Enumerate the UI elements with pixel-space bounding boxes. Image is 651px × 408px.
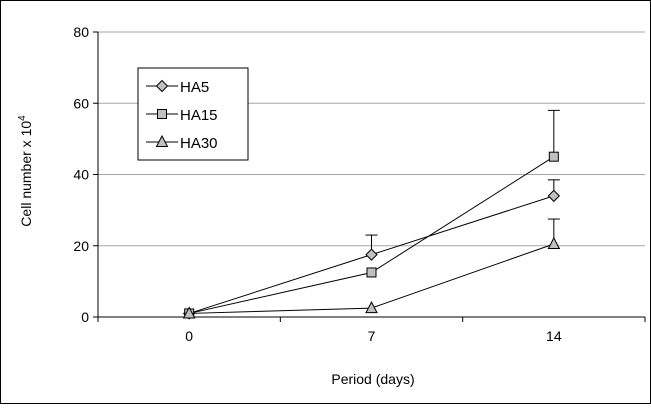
x-tick-label: 14 [546,328,562,344]
legend-entry-ha5: HA5 [146,79,209,96]
y-tick-label: 80 [73,24,89,40]
y-tick-label: 0 [81,309,89,325]
series-layer [182,109,561,320]
legend-label-ha30: HA30 [180,135,218,152]
axes: 0 20 40 60 80 0 7 14 [73,24,646,344]
y-tick-label: 40 [73,167,89,183]
x-tick-label: 0 [185,328,193,344]
legend: HA5 HA15 HA30 [137,67,249,161]
legend-entry-ha30: HA30 [146,134,218,152]
legend-marker-ha30 [155,134,169,147]
series-ha5 [182,179,561,320]
series-ha15 [184,109,560,319]
data-point-ha5 [547,189,561,203]
legend-entry-ha15: HA15 [146,107,218,124]
legend-marker-ha5 [155,79,169,93]
legend-marker-ha15 [157,109,167,119]
data-point-ha30 [182,306,196,319]
data-point-ha30 [547,236,561,249]
y-axis-label: Cell number x 104 [17,115,34,227]
data-point-ha30 [365,301,378,314]
x-tick-label: 7 [368,328,376,344]
legend-label-ha15: HA15 [180,107,218,124]
series-ha30 [182,218,561,319]
y-tick-label: 60 [73,95,89,111]
x-axis-label: Period (days) [331,371,414,387]
data-point-ha5 [365,248,378,261]
data-point-ha15 [366,267,377,278]
legend-label-ha5: HA5 [180,79,209,96]
y-tick-label: 20 [73,238,89,254]
data-point-ha15 [548,151,559,162]
